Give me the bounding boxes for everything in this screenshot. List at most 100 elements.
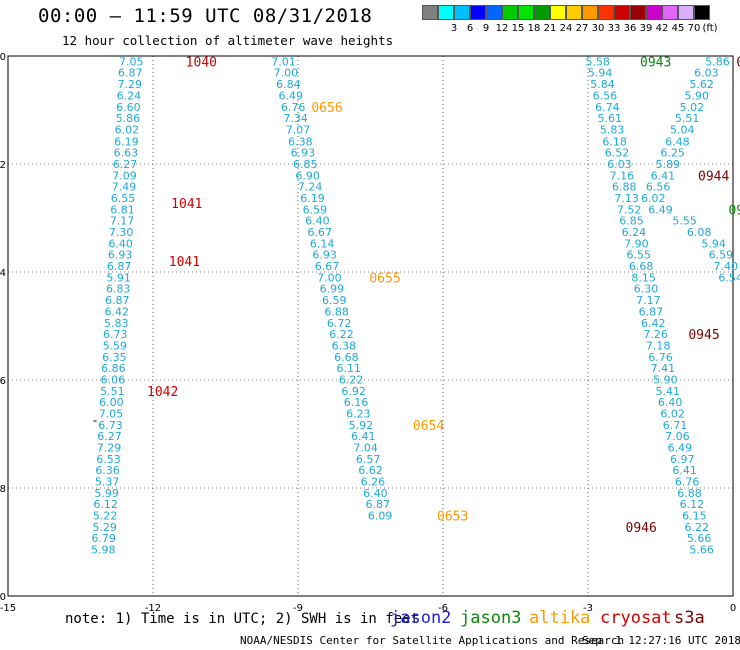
- wave-height-value: 7.26: [643, 328, 668, 341]
- wave-height-value: 6.09: [368, 510, 393, 523]
- wave-height-value: 5.91: [106, 271, 131, 284]
- legend-label: 18: [527, 23, 541, 34]
- wave-height-value: 6.55: [111, 192, 136, 205]
- x-tick-label: -15: [0, 603, 16, 614]
- wave-height-value: 6.48: [665, 135, 690, 148]
- wave-height-value: 6.26: [361, 476, 386, 489]
- wave-height-value: 6.03: [607, 158, 632, 171]
- wave-height-value: 6.40: [658, 396, 683, 409]
- wave-height-value: 6.23: [346, 407, 371, 420]
- sat-label-altika: altika: [529, 608, 591, 628]
- wave-height-value: 7.17: [110, 215, 135, 228]
- legend-swatch: [438, 5, 454, 20]
- wave-height-value: 5.83: [104, 317, 129, 330]
- wave-height-value: 7.13: [614, 192, 639, 205]
- wave-height-value: 7.00: [317, 271, 342, 284]
- wave-height-value: 6.27: [97, 430, 122, 443]
- legend-label: 9: [482, 23, 490, 34]
- pass-time-label: 1041: [171, 197, 202, 212]
- wave-height-value: 6.85: [293, 158, 318, 171]
- wave-height-value: 6.68: [334, 351, 359, 364]
- legend-label: 27: [575, 23, 589, 34]
- wave-height-value: 5.22: [93, 510, 118, 523]
- wave-height-value: 5.66: [689, 544, 714, 557]
- wave-height-value: 6.59: [709, 249, 734, 262]
- wave-height-value: 7.18: [646, 339, 671, 352]
- footer-note: note: 1) Time is in UTC; 2) SWH is in fe…: [65, 611, 420, 627]
- legend-swatch: [550, 5, 566, 20]
- wave-height-value: 6.42: [641, 317, 666, 330]
- wave-height-value: 6.49: [668, 442, 693, 455]
- wave-height-value: 7.17: [636, 294, 661, 307]
- wave-height-value: 5.99: [94, 487, 119, 500]
- legend-swatch: [614, 5, 630, 20]
- legend-unit: (ft): [702, 23, 718, 34]
- pass-time-label: 0: [736, 55, 740, 70]
- wave-height-value: 6.22: [329, 328, 354, 341]
- legend-label: 24: [559, 23, 573, 34]
- wave-height-value: 6.40: [305, 215, 330, 228]
- legend-swatch: [518, 5, 534, 20]
- wave-height-value: 6.16: [344, 396, 369, 409]
- legend-label: 39: [639, 23, 653, 34]
- credit-line: NOAA/NESDIS Center for Satellite Applica…: [240, 634, 625, 647]
- wave-height-value: 5.89: [656, 158, 681, 171]
- wave-height-value: 5.61: [598, 112, 623, 125]
- wave-height-value: 5.84: [590, 78, 615, 91]
- wave-height-value: 6.54: [718, 271, 740, 284]
- pass-time-label: 0656: [311, 101, 342, 116]
- wave-height-value: 6.93: [291, 147, 316, 160]
- wave-height-value: 5.02: [680, 101, 705, 114]
- legend-label: 42: [655, 23, 669, 34]
- wave-height-value: 7.00: [274, 67, 299, 80]
- wave-height-value: 7.29: [118, 78, 143, 91]
- legend-swatch: [582, 5, 598, 20]
- x-tick-label: 0: [730, 603, 736, 614]
- wave-height-value: 6.67: [308, 226, 333, 239]
- wave-height-value: 7.06: [665, 430, 690, 443]
- wave-height-value: 6.14: [310, 237, 335, 250]
- wave-height-value: 6.53: [96, 453, 121, 466]
- wave-height-value: 6.38: [332, 339, 357, 352]
- wave-height-value: 6.11: [337, 362, 362, 375]
- wave-height-value: 6.02: [115, 123, 140, 136]
- wave-height-value: 5.92: [349, 419, 374, 432]
- wave-height-value: 6.06: [101, 373, 126, 386]
- wave-height-value: 6.93: [312, 249, 337, 262]
- plot-frame: [7, 55, 734, 597]
- chart-title: 00:00 — 11:59 UTC 08/31/2018: [38, 5, 373, 27]
- pass-time-label: 1040: [186, 55, 217, 70]
- wave-height-value: 5.04: [670, 123, 695, 136]
- wave-height-value: 6.22: [339, 373, 364, 386]
- y-tick-label: -40: [0, 592, 6, 603]
- wave-height-value: 7.05: [119, 55, 144, 68]
- wave-height-value: 6.12: [93, 498, 118, 511]
- wave-height-value: 6.56: [646, 181, 671, 194]
- wave-height-value: 6.87: [366, 498, 391, 511]
- chart-subtitle: 12 hour collection of altimeter wave hei…: [62, 33, 394, 48]
- wave-height-value: 5.86: [116, 112, 141, 125]
- wave-height-value: 6.55: [627, 249, 652, 262]
- wave-height-value: 6.92: [341, 385, 366, 398]
- wave-height-value: 5.37: [95, 476, 120, 489]
- wave-height-value: 6.74: [595, 101, 620, 114]
- wave-height-value: 6.72: [327, 317, 352, 330]
- wave-height-value: 5.90: [653, 373, 678, 386]
- x-tick-label: -3: [583, 603, 593, 614]
- legend-label: 36: [623, 23, 637, 34]
- marker-label: -: [93, 414, 97, 428]
- legend-swatch: [694, 5, 710, 20]
- wave-height-value: 6.99: [320, 283, 345, 296]
- pass-time-label: 094: [729, 203, 740, 218]
- wave-height-value: 6.97: [670, 453, 695, 466]
- wave-height-value: 6.19: [114, 135, 139, 148]
- pass-time-label: 0655: [369, 271, 400, 286]
- legend-swatch: [534, 5, 550, 20]
- legend-swatch: [422, 5, 438, 20]
- wave-height-value: 7.52: [617, 203, 642, 216]
- wave-height-value: 6.68: [629, 260, 654, 273]
- legend-swatch: [598, 5, 614, 20]
- y-tick-label: -30: [0, 52, 6, 63]
- wave-height-value: 7.09: [112, 169, 137, 182]
